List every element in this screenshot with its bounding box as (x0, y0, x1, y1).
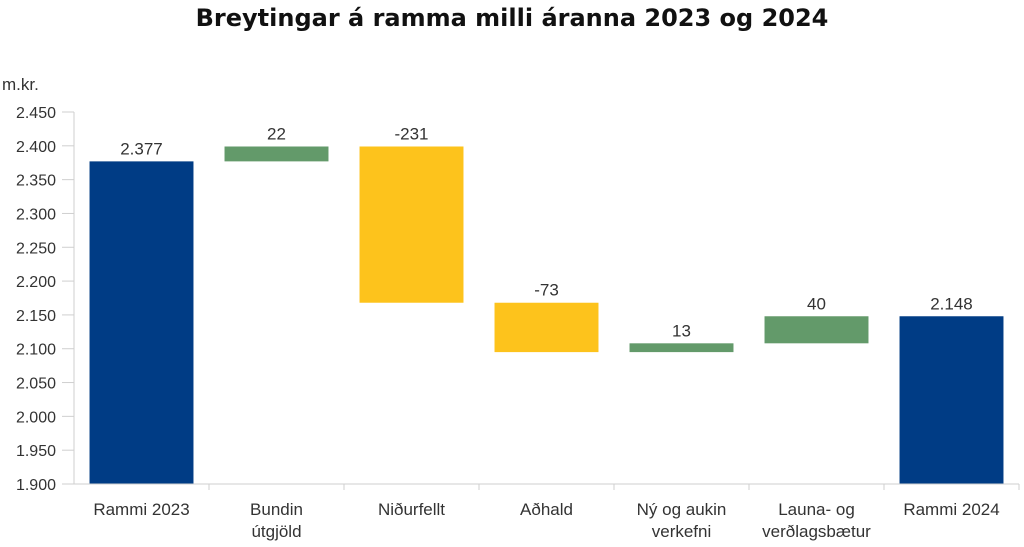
y-tick-label: 2.150 (16, 308, 56, 325)
y-tick-label: 2.050 (16, 376, 56, 393)
x-tick-label: verkefni (652, 522, 712, 541)
y-tick-label: 2.000 (16, 409, 56, 426)
bar-total (899, 316, 1004, 484)
bar-decrease (359, 146, 464, 303)
chart-title: Breytingar á ramma milli áranna 2023 og … (195, 4, 829, 32)
bar-total (89, 161, 194, 484)
y-tick-label: 2.350 (16, 173, 56, 190)
data-label: -231 (394, 124, 428, 143)
x-tick-label: Bundin (250, 500, 303, 519)
data-label: 40 (807, 294, 826, 313)
y-tick-label: 2.250 (16, 240, 56, 257)
y-tick-label: 2.300 (16, 206, 56, 223)
y-axis-unit-label: m.kr. (2, 75, 39, 94)
x-axis: Rammi 2023 Bundin útgjöld Niðurfellt Aðhald N… (93, 484, 1020, 541)
data-label: -73 (534, 281, 559, 300)
y-axis: 1.900 1.950 2.000 2.050 2.100 2.150 2.200 2.250… (16, 105, 75, 494)
x-tick-label: Rammi 2023 (93, 500, 189, 519)
x-tick-label: Ný og aukin (637, 500, 727, 519)
data-label: 13 (672, 321, 691, 340)
x-tick-label: Aðhald (520, 500, 573, 519)
bar-increase (764, 316, 869, 344)
x-tick-label: Launa- og (778, 500, 855, 519)
y-tick-label: 2.200 (16, 274, 56, 291)
data-labels: 2.377 22 -231 -73 13 40 2.148 (120, 124, 973, 340)
y-tick-label: 1.900 (16, 477, 56, 494)
data-label: 22 (267, 124, 286, 143)
bar-increase (629, 343, 734, 353)
data-label: 2.377 (120, 139, 163, 158)
y-tick-label: 2.100 (16, 342, 56, 359)
data-label: 2.148 (930, 294, 973, 313)
y-tick-label: 2.450 (16, 105, 56, 122)
bars (89, 146, 1004, 484)
bar-decrease (494, 302, 599, 353)
x-tick-label: verðlagsbætur (762, 522, 871, 541)
x-tick-label: Niðurfellt (378, 500, 445, 519)
y-tick-label: 1.950 (16, 443, 56, 460)
x-tick-label: Rammi 2024 (903, 500, 999, 519)
bar-increase (224, 146, 329, 162)
y-tick-label: 2.400 (16, 139, 56, 156)
x-tick-label: útgjöld (251, 522, 301, 541)
